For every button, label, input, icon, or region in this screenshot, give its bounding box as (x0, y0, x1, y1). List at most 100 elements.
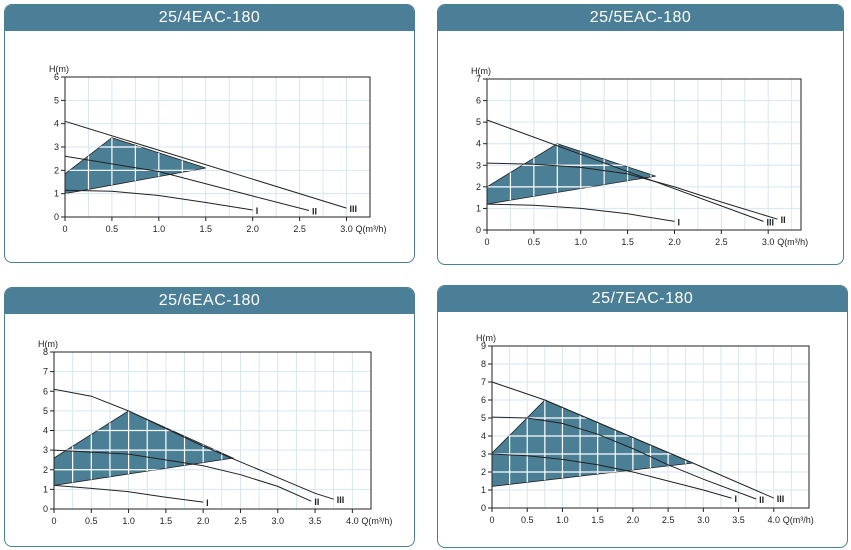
x-tick-label: 4.0 (346, 516, 359, 526)
x-tick-label: 0.5 (85, 516, 98, 526)
x-axis-label: Q(m³/h) (361, 516, 392, 526)
chart-title: 25/4EAC-180 (5, 5, 414, 31)
curve-speed-I (486, 203, 675, 222)
curve-speed-I (491, 453, 732, 499)
x-tick-label: 2.5 (662, 515, 675, 525)
y-axis-label: H(m) (471, 66, 491, 76)
y-tick-label: 7 (43, 367, 48, 377)
curve-speed-III (486, 119, 764, 222)
curve-label-I: I (256, 206, 259, 216)
curve-label-I: I (206, 498, 209, 508)
y-tick-label: 6 (481, 395, 486, 405)
y-tick-label: 2 (476, 182, 481, 192)
operating-region (53, 410, 235, 486)
x-tick-label: 3.5 (309, 516, 322, 526)
y-tick-label: 4 (54, 119, 59, 129)
chart-title: 25/5EAC-180 (438, 5, 843, 31)
y-tick-label: 1 (481, 485, 486, 495)
curve-speed-I (64, 189, 253, 211)
x-tick-label: 1.5 (591, 515, 604, 525)
y-tick-label: 3 (54, 142, 59, 152)
chart-panel-4: 25/7EAC-180 I II III 0 1 2 3 4 5 6 7 8 9 0 0.5 1.0 1.5 2.… (437, 285, 848, 548)
curve-label-II: II (781, 215, 786, 225)
x-tick-label: 3.5 (732, 515, 745, 525)
x-tick-label: 0 (51, 516, 56, 526)
x-tick-label: 2.5 (715, 237, 728, 247)
chart-title: 25/7EAC-180 (438, 286, 847, 312)
operating-region (491, 399, 695, 487)
curve-speed-I (53, 484, 204, 503)
x-tick-label: 2.5 (293, 224, 306, 234)
x-tick-label: 3.0 (697, 515, 710, 525)
y-tick-label: 3 (476, 160, 481, 170)
x-tick-label: 2.0 (246, 224, 259, 234)
x-tick-label: 0.5 (528, 237, 541, 247)
curve-label-III: III (767, 217, 775, 227)
curve-label-II: II (759, 495, 764, 505)
y-axis-label: H(m) (49, 64, 69, 74)
y-tick-label: 9 (481, 341, 486, 351)
y-tick-label: 4 (43, 426, 48, 436)
x-axis-label: Q(m³/h) (777, 237, 808, 247)
y-tick-label: 5 (54, 95, 59, 105)
y-tick-label: 0 (54, 212, 59, 222)
x-axis-label: Q(m³/h) (356, 224, 387, 234)
curve-label-I: I (677, 217, 680, 227)
x-tick-label: 3.0 (762, 237, 775, 247)
curve-speed-III (64, 120, 347, 209)
chart-panel-2: 25/5EAC-180 I II III 0 1 2 3 4 5 6 7 0 0.5 1.0 1.5 2.0 2… (437, 4, 844, 265)
curve-label-III: III (350, 204, 358, 214)
y-tick-label: 4 (481, 431, 486, 441)
x-tick-label: 2.0 (627, 515, 640, 525)
x-tick-label: 2.0 (197, 516, 210, 526)
x-tick-label: 1.5 (200, 224, 213, 234)
x-tick-label: 1.0 (574, 237, 587, 247)
x-tick-label: 4.0 (768, 515, 781, 525)
curve-speed-II (53, 449, 312, 502)
curve-label-II: II (314, 497, 319, 507)
plot-border (486, 78, 802, 231)
curve-label-III: III (777, 494, 785, 504)
x-tick-label: 1.5 (621, 237, 634, 247)
x-axis-label: Q(m³/h) (783, 515, 814, 525)
x-tick-label: 3.0 (272, 516, 285, 526)
y-tick-label: 3 (481, 449, 486, 459)
y-tick-label: 3 (43, 445, 48, 455)
x-tick-label: 0.5 (106, 224, 119, 234)
curve-speed-III (53, 388, 334, 500)
chart-title: 25/6EAC-180 (5, 288, 414, 314)
y-axis-label: H(m) (476, 333, 496, 343)
curve-speed-II (491, 416, 757, 500)
y-tick-label: 7 (476, 74, 481, 84)
y-tick-label: 2 (481, 467, 486, 477)
y-tick-label: 7 (481, 377, 486, 387)
plot-border (491, 345, 810, 509)
y-tick-label: 6 (43, 386, 48, 396)
y-tick-label: 5 (481, 413, 486, 423)
chart-panel-1: 25/4EAC-180 I II III 0 1 2 3 4 5 6 0 0.5 1.0 1.5 2.0 2.… (4, 4, 415, 263)
x-tick-label: 1.0 (153, 224, 166, 234)
x-tick-label: 2.0 (668, 237, 681, 247)
x-tick-label: 0 (489, 515, 494, 525)
y-tick-label: 4 (476, 139, 481, 149)
x-tick-label: 3.0 (340, 224, 353, 234)
x-tick-label: 1.0 (556, 515, 569, 525)
chart-panel-3: 25/6EAC-180 I II III 0 1 2 3 4 5 6 7 8 0 0.5 1.0 1.5 2.0… (4, 287, 415, 547)
y-tick-label: 0 (481, 503, 486, 513)
curve-label-I: I (735, 494, 738, 504)
curve-speed-III (491, 381, 774, 499)
x-tick-label: 1.0 (122, 516, 135, 526)
y-tick-label: 0 (43, 504, 48, 514)
curve-speed-II (64, 155, 310, 211)
y-tick-label: 5 (476, 117, 481, 127)
y-axis-label: H(m) (38, 339, 58, 349)
y-tick-label: 6 (476, 96, 481, 106)
x-tick-label: 0.5 (521, 515, 534, 525)
y-tick-label: 0 (476, 225, 481, 235)
curve-speed-II (486, 162, 778, 220)
operating-region (486, 143, 656, 205)
